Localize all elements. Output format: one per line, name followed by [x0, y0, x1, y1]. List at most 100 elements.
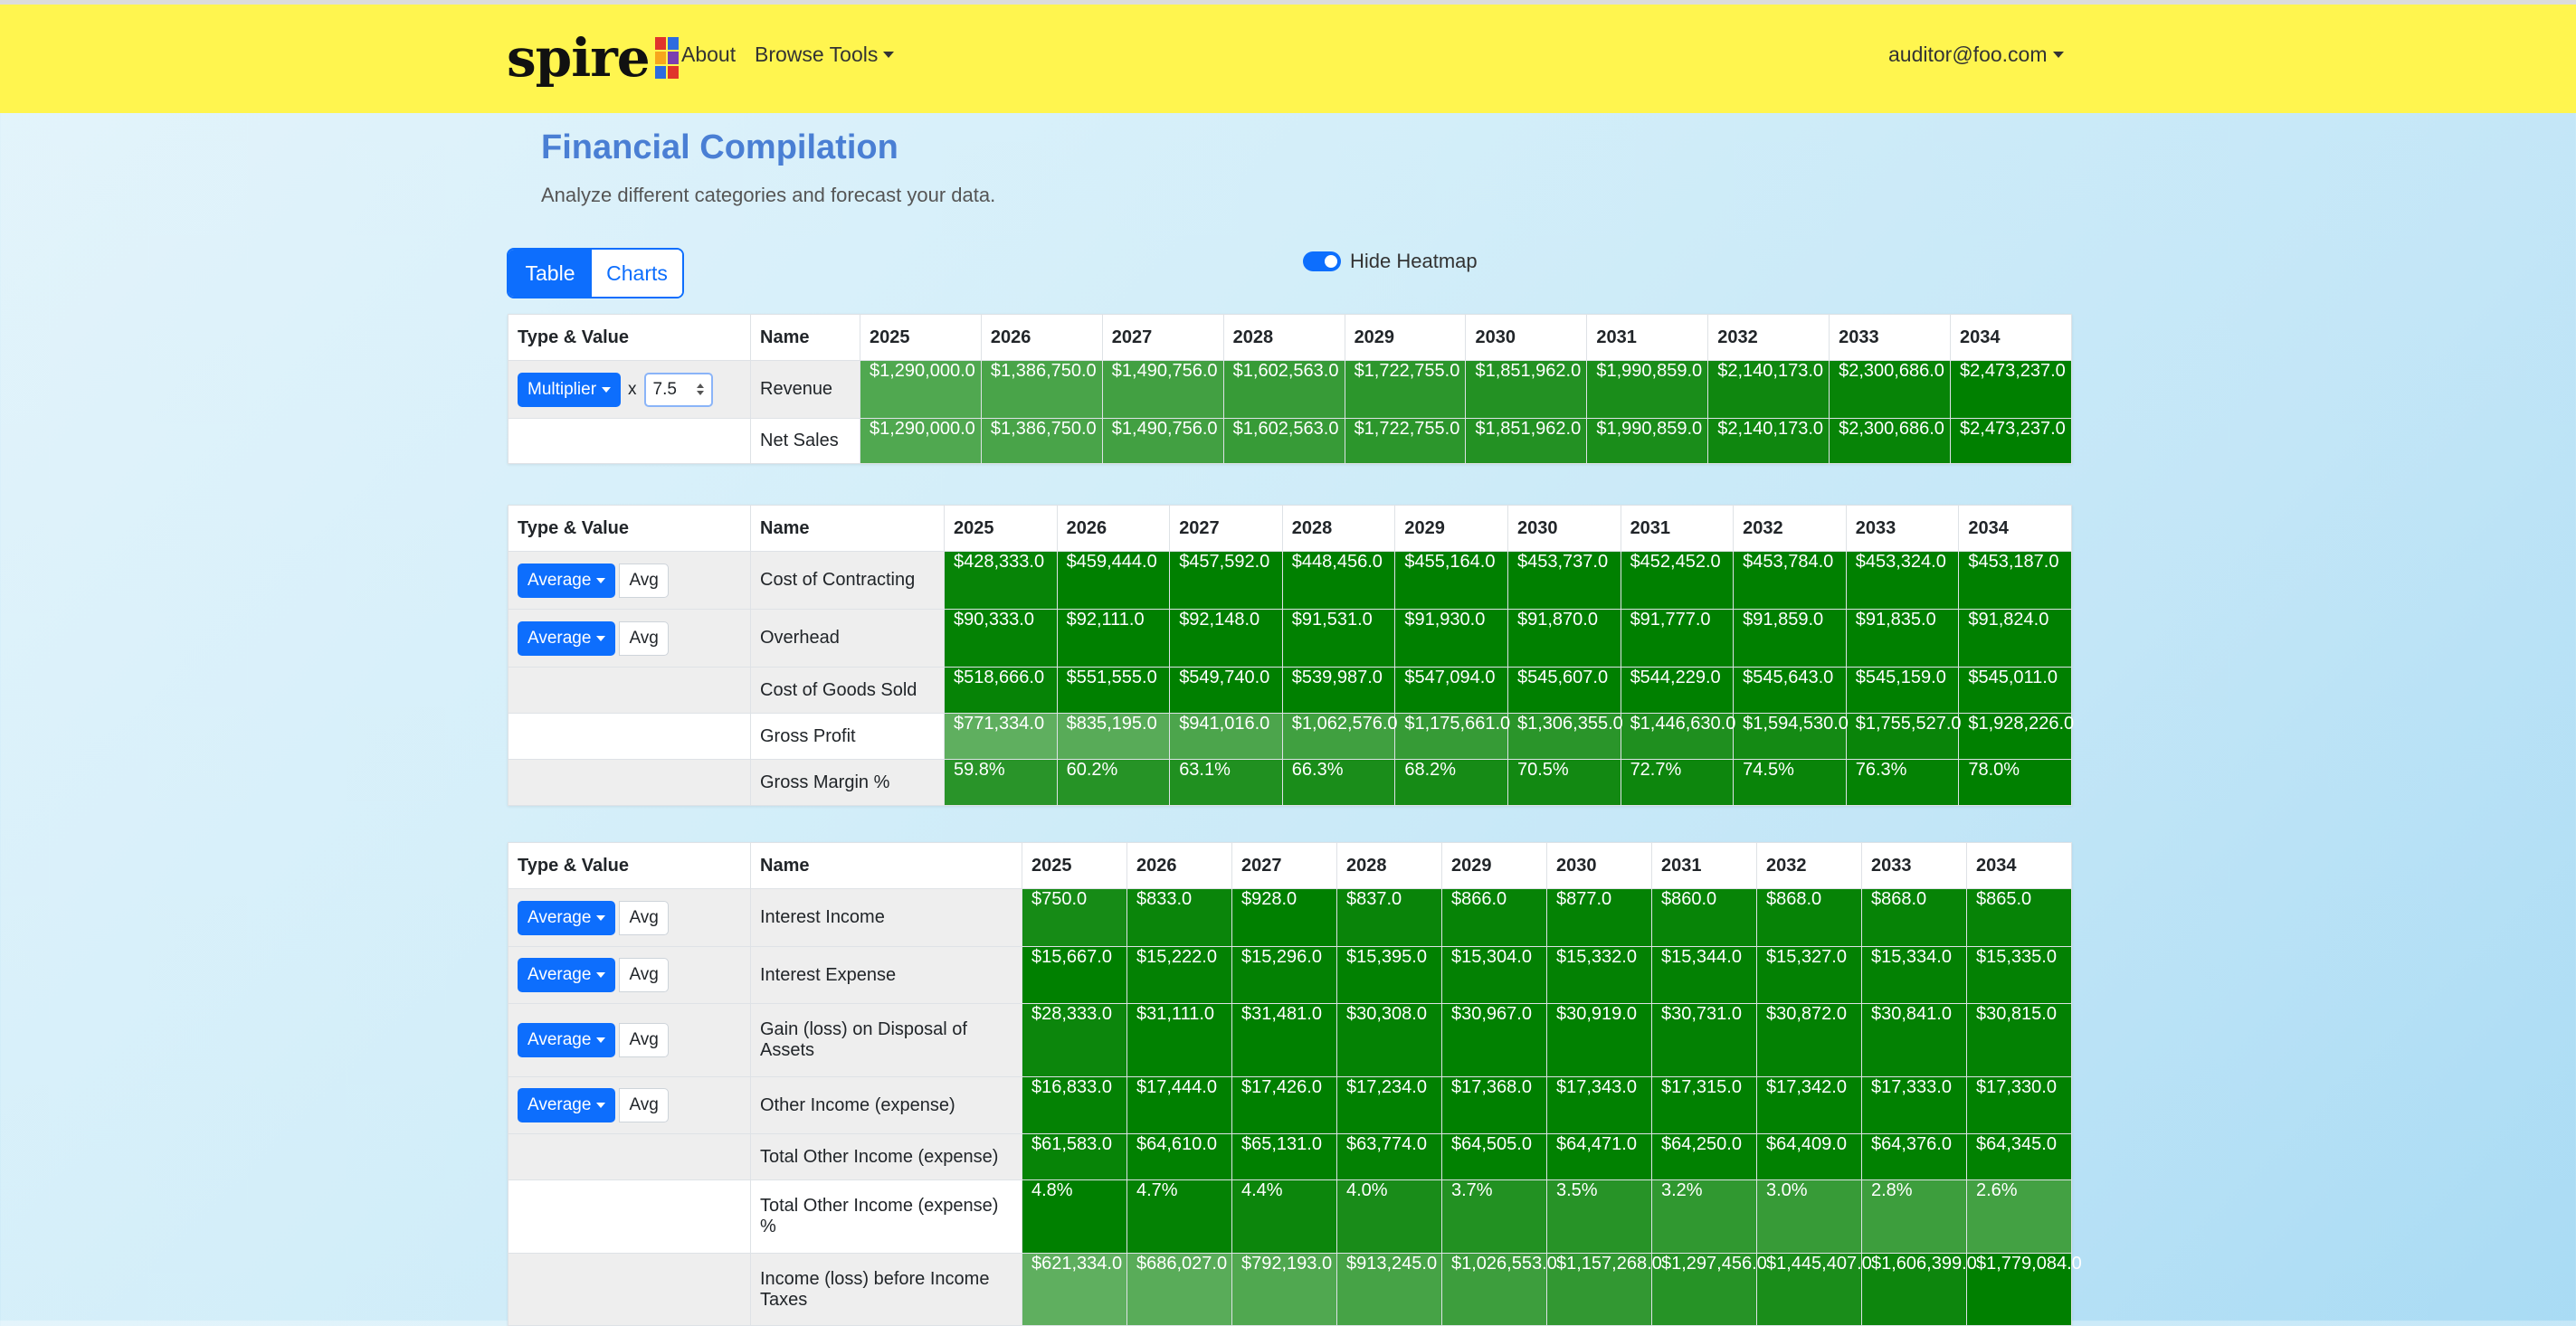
avg-value-field[interactable]: Avg — [619, 563, 669, 598]
value-cell: $17,330.0 — [1966, 1076, 2072, 1134]
value-cell: $92,148.0 — [1169, 609, 1283, 668]
column-header: 2033 — [1845, 505, 1960, 552]
value-cell: $17,342.0 — [1756, 1076, 1862, 1134]
type-dropdown-label: Average — [528, 628, 592, 648]
row-name: Total Other Income (expense) % — [750, 1179, 1022, 1254]
nav-browse-tools[interactable]: Browse Tools — [755, 43, 895, 67]
nav-about[interactable]: About — [681, 43, 736, 67]
value-cell: 3.0% — [1756, 1179, 1862, 1254]
value-cell: $1,490,756.0 — [1101, 360, 1224, 419]
chevron-down-icon — [883, 52, 895, 58]
avg-value-field[interactable]: Avg — [619, 1088, 669, 1122]
spire-logo[interactable]: spire — [507, 26, 679, 90]
column-header: 2034 — [1966, 842, 2072, 889]
value-cell: $63,774.0 — [1336, 1133, 1442, 1180]
type-value-cell — [508, 1179, 751, 1254]
column-header: 2026 — [1056, 505, 1171, 552]
value-cell: $868.0 — [1861, 888, 1967, 947]
avg-value-field[interactable]: Avg — [619, 620, 669, 656]
column-header: 2027 — [1101, 314, 1224, 361]
type-dropdown[interactable]: Average — [518, 958, 616, 992]
column-header: 2028 — [1336, 842, 1442, 889]
value-cell: $17,234.0 — [1336, 1076, 1442, 1134]
value-cell: $17,444.0 — [1126, 1076, 1232, 1134]
value-cell: $865.0 — [1966, 888, 2072, 947]
avg-value-field[interactable]: Avg — [619, 1023, 669, 1057]
column-header: Name — [750, 842, 1022, 889]
value-cell: 70.5% — [1507, 759, 1621, 806]
value-cell: 4.0% — [1336, 1179, 1442, 1254]
spinner-icon[interactable] — [696, 384, 704, 395]
value-cell: $686,027.0 — [1126, 1253, 1232, 1326]
value-cell: $91,859.0 — [1733, 609, 1847, 668]
value-cell: $877.0 — [1546, 888, 1652, 947]
value-cell: $30,872.0 — [1756, 1003, 1862, 1077]
column-header: 2030 — [1465, 314, 1588, 361]
chevron-down-icon — [602, 386, 612, 393]
table-row: Average Avg Interest Income $750.0 $833.0 $92… — [508, 888, 2072, 947]
row-name: Cost of Goods Sold — [750, 667, 945, 714]
table-row: Gross Margin % 59.8% 60.2% 63.1% 66.3% 68.2% 7… — [508, 759, 2072, 806]
page-subtitle: Analyze different categories and forecas… — [541, 184, 996, 206]
value-cell: $455,164.0 — [1394, 551, 1508, 610]
row-name: Interest Expense — [750, 946, 1022, 1004]
value-cell: $1,290,000.0 — [860, 360, 982, 419]
table-view-button[interactable]: Table — [509, 250, 592, 297]
value-cell: $30,841.0 — [1861, 1003, 1967, 1077]
type-value-cell: Average Avg — [508, 609, 751, 668]
value-cell: $15,296.0 — [1231, 946, 1337, 1004]
avg-value-field[interactable]: Avg — [619, 958, 669, 992]
value-cell: $837.0 — [1336, 888, 1442, 947]
value-cell: $835,195.0 — [1056, 713, 1171, 760]
heatmap-switch[interactable] — [1303, 251, 1341, 271]
value-cell: $1,306,355.0 — [1507, 713, 1623, 760]
column-header: 2029 — [1344, 314, 1467, 361]
value-cell: $1,722,755.0 — [1344, 360, 1467, 419]
value-cell: 3.2% — [1651, 1179, 1757, 1254]
type-dropdown[interactable]: Average — [518, 1023, 616, 1057]
value-cell: $2,300,686.0 — [1829, 360, 1952, 419]
type-value-cell — [508, 759, 751, 806]
value-cell: $453,737.0 — [1507, 551, 1621, 610]
value-cell: $28,333.0 — [1022, 1003, 1127, 1077]
value-cell: $518,666.0 — [944, 667, 1058, 714]
table-row: Multiplier x 7.5 Revenue $1,290,000.0 $1,386,… — [508, 360, 2072, 419]
value-cell: $30,967.0 — [1441, 1003, 1547, 1077]
value-cell: 76.3% — [1845, 759, 1960, 806]
value-cell: $860.0 — [1651, 888, 1757, 947]
value-cell: $16,833.0 — [1022, 1076, 1127, 1134]
type-dropdown[interactable]: Multiplier — [518, 372, 622, 407]
value-cell: $1,990,859.0 — [1586, 418, 1709, 464]
value-cell: $17,426.0 — [1231, 1076, 1337, 1134]
value-cell: 4.8% — [1022, 1179, 1127, 1254]
switch-knob — [1325, 255, 1337, 268]
charts-view-button[interactable]: Charts — [592, 250, 682, 297]
user-menu[interactable]: auditor@foo.com — [1888, 43, 2064, 67]
row-name: Other Income (expense) — [750, 1076, 1022, 1134]
type-value-cell: Average Avg — [508, 1076, 751, 1134]
type-dropdown[interactable]: Average — [518, 1088, 616, 1122]
value-cell: $15,327.0 — [1756, 946, 1862, 1004]
value-cell: $621,334.0 — [1022, 1253, 1127, 1326]
multiplier-input[interactable]: 7.5 — [643, 372, 713, 407]
value-cell: $64,610.0 — [1126, 1133, 1232, 1180]
type-dropdown[interactable]: Average — [518, 900, 616, 935]
type-dropdown[interactable]: Average — [518, 620, 616, 656]
nav-about-label: About — [681, 43, 737, 66]
column-header: 2031 — [1620, 505, 1735, 552]
type-value-cell — [508, 667, 751, 714]
heatmap-toggle[interactable]: Hide Heatmap — [1303, 250, 1478, 273]
column-header: 2031 — [1586, 314, 1709, 361]
value-cell: $91,835.0 — [1845, 609, 1960, 668]
type-value-cell: Average Avg — [508, 1003, 751, 1077]
table-row: Gross Profit $771,334.0 $835,195.0 $941,016… — [508, 713, 2074, 760]
column-header: 2034 — [1958, 505, 2072, 552]
value-cell: $17,333.0 — [1861, 1076, 1967, 1134]
value-cell: 78.0% — [1958, 759, 2072, 806]
type-dropdown[interactable]: Average — [518, 563, 616, 598]
row-name: Gain (loss) on Disposal of Assets — [750, 1003, 1022, 1077]
value-cell: $64,471.0 — [1546, 1133, 1652, 1180]
avg-value-field[interactable]: Avg — [619, 900, 669, 935]
type-dropdown-label: Average — [528, 965, 592, 984]
column-header: 2033 — [1829, 314, 1952, 361]
